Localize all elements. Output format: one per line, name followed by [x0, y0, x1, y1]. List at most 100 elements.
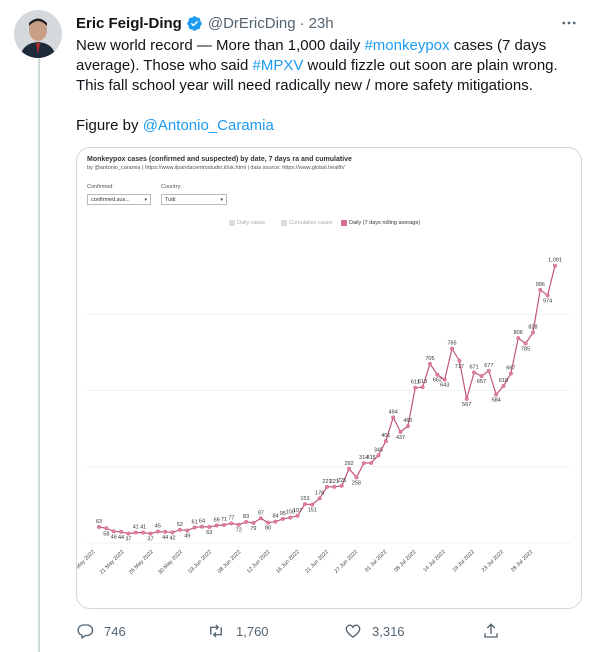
data-point[interactable]: [163, 529, 168, 534]
share-button[interactable]: [482, 620, 510, 642]
data-point[interactable]: [464, 396, 469, 401]
data-label: 52: [177, 522, 183, 528]
data-point[interactable]: [538, 287, 543, 292]
data-label: 41: [140, 525, 146, 531]
data-point[interactable]: [450, 346, 455, 351]
x-tick-label: 18 May 2022: [77, 549, 96, 576]
data-point[interactable]: [479, 374, 484, 379]
data-point[interactable]: [280, 516, 285, 521]
x-tick-label: 19 Jul 2022: [452, 549, 476, 573]
data-point[interactable]: [155, 529, 160, 534]
hashtag-mpxv[interactable]: #MPXV: [252, 57, 304, 74]
data-point[interactable]: [251, 520, 256, 525]
data-point[interactable]: [472, 370, 477, 375]
x-tick-label: 03 Jun 2022: [188, 549, 214, 575]
verified-badge-icon: [186, 15, 203, 32]
data-point[interactable]: [229, 521, 234, 526]
data-point[interactable]: [317, 496, 322, 501]
mention-antonio-caramia[interactable]: @Antonio_Caramia: [142, 117, 274, 134]
country-select[interactable]: Tutti ▾: [161, 194, 227, 205]
data-point[interactable]: [222, 522, 227, 527]
data-label: 64: [199, 519, 205, 525]
avatar[interactable]: [14, 10, 62, 58]
data-label: 107: [293, 508, 302, 514]
data-point[interactable]: [398, 429, 403, 434]
data-point[interactable]: [258, 516, 263, 521]
data-point[interactable]: [170, 530, 175, 535]
data-point[interactable]: [494, 392, 499, 397]
data-point[interactable]: [391, 415, 396, 420]
data-point[interactable]: [148, 531, 153, 536]
legend-daily-cases[interactable]: Daily cases: [229, 220, 265, 226]
data-point[interactable]: [244, 519, 249, 524]
data-point[interactable]: [435, 372, 440, 377]
author-name[interactable]: Eric Feigl-Ding: [76, 14, 182, 32]
legend-cumulative-cases[interactable]: Cumulative cases: [281, 220, 332, 226]
data-point[interactable]: [369, 460, 374, 465]
more-options-icon[interactable]: [558, 12, 580, 34]
data-point[interactable]: [420, 385, 425, 390]
data-point[interactable]: [141, 530, 146, 535]
data-point[interactable]: [530, 330, 535, 335]
data-point[interactable]: [97, 524, 102, 529]
data-point[interactable]: [288, 515, 293, 520]
data-label: 460: [403, 418, 412, 424]
legend-rolling-average[interactable]: Daily (7 days rolling average): [341, 220, 420, 226]
data-label: 657: [477, 379, 486, 385]
data-point[interactable]: [266, 520, 271, 525]
retweet-button[interactable]: 1,760: [206, 620, 269, 642]
data-point[interactable]: [501, 383, 506, 388]
timestamp[interactable]: 23h: [308, 14, 334, 32]
thread-line: [38, 58, 40, 652]
data-point[interactable]: [236, 522, 241, 527]
data-point[interactable]: [104, 526, 109, 531]
legend-swatch: [229, 220, 235, 226]
like-button[interactable]: 3,316: [344, 620, 405, 642]
data-point[interactable]: [111, 529, 116, 534]
data-point[interactable]: [457, 358, 462, 363]
data-point[interactable]: [361, 461, 366, 466]
data-point[interactable]: [192, 525, 197, 530]
data-point[interactable]: [413, 385, 418, 390]
data-point[interactable]: [508, 371, 513, 376]
data-point[interactable]: [405, 424, 410, 429]
reply-button[interactable]: 746: [76, 620, 126, 642]
data-point[interactable]: [295, 513, 300, 518]
data-label: 671: [470, 364, 479, 370]
data-point[interactable]: [177, 527, 182, 532]
data-point[interactable]: [347, 466, 352, 471]
data-point[interactable]: [427, 361, 432, 366]
data-point[interactable]: [310, 502, 315, 507]
data-point[interactable]: [442, 377, 447, 382]
confirmed-select[interactable]: confirmed,sus... ▾: [87, 194, 151, 205]
data-point[interactable]: [383, 439, 388, 444]
data-point[interactable]: [354, 475, 359, 480]
data-point[interactable]: [185, 528, 190, 533]
data-point[interactable]: [133, 530, 138, 535]
tweet-media-image[interactable]: Monkeypox cases (confirmed and suspected…: [76, 147, 582, 609]
data-point[interactable]: [126, 531, 131, 536]
data-point[interactable]: [273, 519, 278, 524]
legend-label: Daily (7 days rolling average): [349, 220, 421, 226]
data-point[interactable]: [332, 484, 337, 489]
data-point[interactable]: [486, 368, 491, 373]
author-handle[interactable]: @DrEricDing: [207, 14, 296, 32]
hashtag-monkeypox[interactable]: #monkeypox: [364, 37, 450, 54]
x-tick-label: 28 Jul 2022: [510, 549, 534, 573]
data-point[interactable]: [119, 529, 124, 534]
data-point[interactable]: [553, 263, 558, 268]
data-point[interactable]: [324, 484, 329, 489]
data-label: 95: [280, 511, 286, 517]
data-point[interactable]: [523, 341, 528, 346]
data-point[interactable]: [207, 524, 212, 529]
data-point[interactable]: [516, 336, 521, 341]
data-label: 71: [221, 517, 227, 523]
data-point[interactable]: [376, 453, 381, 458]
data-point[interactable]: [339, 483, 344, 488]
data-label: 567: [462, 402, 471, 408]
data-point[interactable]: [302, 502, 307, 507]
data-point[interactable]: [545, 293, 550, 298]
data-point[interactable]: [199, 524, 204, 529]
data-point[interactable]: [214, 523, 219, 528]
data-label: 613: [418, 379, 427, 385]
